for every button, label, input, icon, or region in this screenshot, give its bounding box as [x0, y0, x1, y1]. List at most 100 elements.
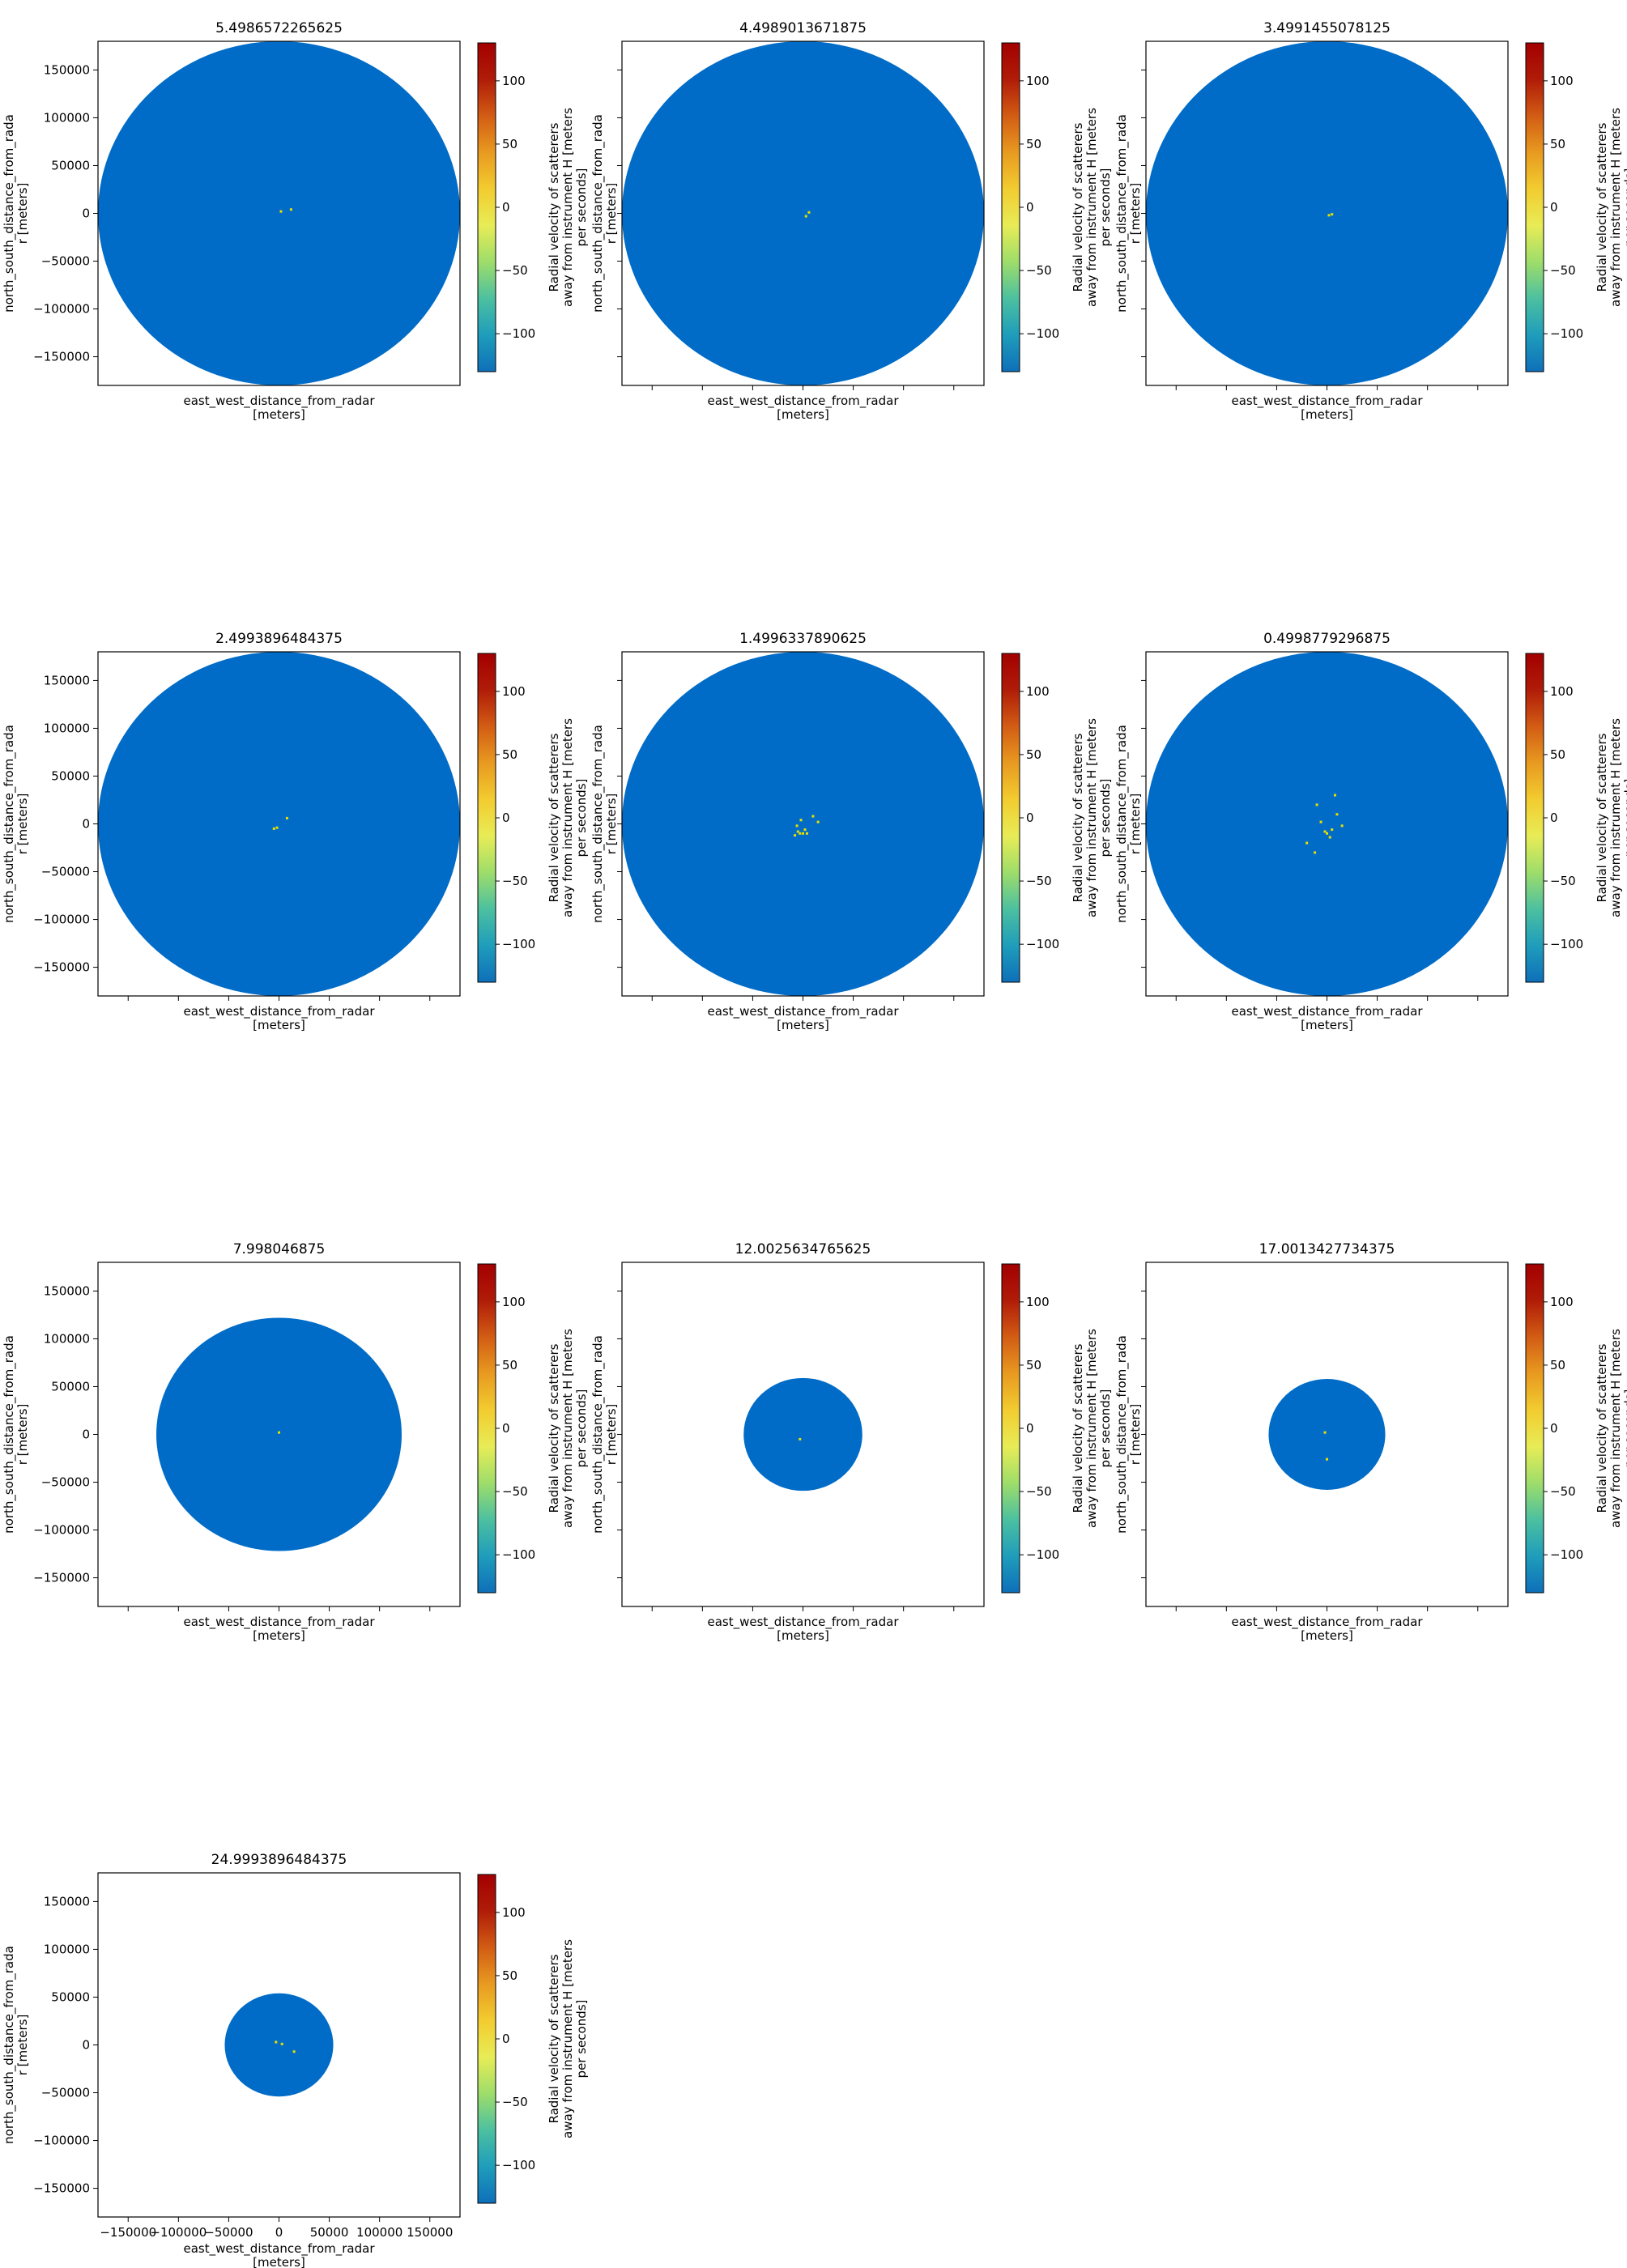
colorbar-label: Radial velocity of scatterers [1595, 122, 1609, 291]
velocity-disk [1268, 1379, 1386, 1490]
colorbar-tick-label: 100 [1550, 74, 1574, 88]
y-axis-label: r [meters] [15, 1404, 30, 1466]
panel-title: 3.4991455078125 [1263, 20, 1391, 36]
y-axis-label: r [meters] [15, 794, 30, 855]
colorbar-tick-label: 100 [1026, 74, 1050, 88]
y-axis-label: r [meters] [604, 1404, 619, 1466]
colorbar-tick-label: 50 [1550, 1358, 1565, 1372]
colorbar-tick-label: −50 [1550, 874, 1576, 888]
velocity-disk [1146, 41, 1508, 385]
colorbar [477, 1874, 496, 2204]
colorbar-tick-label: 50 [502, 137, 517, 151]
y-axis-label: north_south_distance_from_rada [1114, 114, 1130, 313]
colorbar-tick-label: −100 [502, 937, 535, 951]
velocity-speckle [285, 816, 288, 819]
y-tick-label: −100000 [33, 1523, 90, 1538]
panel-title: 0.4998779296875 [1263, 631, 1391, 647]
colorbar-label: per seconds] [1098, 779, 1113, 857]
colorbar-label: Radial velocity of scatterers [547, 733, 561, 902]
y-axis-label: r [meters] [604, 183, 619, 245]
colorbar [477, 1263, 496, 1594]
y-axis-label: north_south_distance_from_rada [1114, 1335, 1130, 1534]
velocity-speckle [811, 815, 815, 818]
panel-title: 5.4986572265625 [215, 20, 343, 36]
colorbar-tick-label: −100 [502, 2158, 535, 2172]
colorbar-tick-label: 0 [1550, 1421, 1558, 1436]
x-tick-label: 100000 [356, 2225, 402, 2240]
colorbar-label: per seconds] [1622, 1389, 1627, 1468]
colorbar-tick-label: 100 [502, 1905, 526, 1920]
velocity-speckle [799, 832, 802, 835]
colorbar-tick-label: 0 [1026, 1421, 1034, 1436]
velocity-speckle [279, 210, 283, 213]
colorbar-tick-label: 0 [502, 1421, 510, 1436]
colorbar [1525, 653, 1544, 983]
x-axis-label: [meters] [777, 407, 829, 422]
velocity-speckle [816, 820, 820, 823]
y-tick-label: −150000 [33, 2181, 90, 2196]
colorbar-label: away from instrument H [meters [1608, 108, 1623, 307]
y-tick-label: 150000 [44, 62, 90, 77]
y-tick-label: −50000 [41, 865, 90, 879]
colorbar-label: away from instrument H [meters [1084, 1329, 1099, 1528]
y-tick-label: 50000 [51, 768, 90, 783]
colorbar [1001, 42, 1020, 372]
velocity-speckle [794, 834, 797, 837]
y-axis-label: r [meters] [15, 183, 30, 245]
colorbar-tick-label: −50 [1026, 874, 1052, 888]
y-axis-label: r [meters] [1128, 183, 1143, 245]
x-axis-label: east_west_distance_from_radar [183, 394, 375, 409]
velocity-speckle [795, 824, 799, 828]
velocity-speckle [1314, 851, 1317, 854]
colorbar-label: Radial velocity of scatterers [1071, 1343, 1085, 1513]
colorbar-tick-label: −100 [1026, 326, 1059, 341]
colorbar-tick-label: 100 [1026, 1295, 1050, 1309]
y-tick-label: 100000 [44, 1331, 90, 1346]
velocity-speckle [1326, 832, 1328, 835]
colorbar-tick-label: −50 [502, 1484, 528, 1499]
panel-title: 1.4996337890625 [739, 631, 867, 647]
colorbar-tick-label: 50 [1550, 747, 1565, 762]
y-tick-label: −100000 [33, 2134, 90, 2148]
velocity-speckle [1315, 803, 1318, 806]
velocity-speckle [1327, 214, 1331, 217]
panel-title: 17.0013427734375 [1259, 1241, 1395, 1257]
panel-title: 12.0025634765625 [735, 1241, 871, 1257]
colorbar-tick-label: 100 [1550, 684, 1574, 699]
colorbar-tick-label: −100 [1550, 937, 1583, 951]
x-axis-label: east_west_distance_from_radar [1231, 1004, 1423, 1019]
colorbar-tick-label: 50 [1026, 137, 1041, 151]
x-axis-label: east_west_distance_from_radar [707, 394, 899, 409]
colorbar-tick-label: 50 [1026, 747, 1041, 762]
x-axis-label: east_west_distance_from_radar [1231, 394, 1423, 409]
y-tick-label: 150000 [44, 1894, 90, 1908]
velocity-disk [98, 652, 460, 996]
colorbar-tick-label: −100 [1026, 937, 1059, 951]
y-axis-label: r [meters] [604, 794, 619, 855]
colorbar [1001, 653, 1020, 983]
x-axis-label: east_west_distance_from_radar [1231, 1615, 1423, 1630]
velocity-speckle [1333, 794, 1336, 797]
velocity-speckle [275, 2040, 278, 2044]
colorbar-tick-label: 50 [502, 1968, 517, 1983]
y-tick-label: −50000 [41, 1475, 90, 1490]
panel-10: 24.9993896484375 150000 100000 50000 0 −50000… [2, 1852, 589, 2268]
velocity-speckle [289, 208, 292, 211]
velocity-disk [622, 652, 984, 996]
colorbar-label: away from instrument H [meters [560, 1939, 575, 2138]
velocity-speckle [1323, 830, 1327, 833]
colorbar-label: away from instrument H [meters [1608, 718, 1623, 917]
y-axis-label: r [meters] [1128, 794, 1143, 855]
velocity-speckle [802, 832, 804, 835]
colorbar-tick-label: 0 [502, 2032, 510, 2046]
y-axis-label: r [meters] [1128, 1404, 1143, 1466]
velocity-speckle [1335, 813, 1339, 816]
panel-7: 7.998046875150000100000500000−50000−1000… [2, 1241, 589, 1643]
y-axis-label: north_south_distance_from_rada [590, 1335, 606, 1534]
y-tick-label: 100000 [44, 721, 90, 735]
velocity-speckle [1328, 836, 1331, 839]
y-tick-label: −50000 [41, 254, 90, 269]
colorbar-tick-label: −50 [502, 263, 528, 278]
y-tick-label: 50000 [51, 158, 90, 172]
colorbar-label: Radial velocity of scatterers [547, 122, 561, 291]
